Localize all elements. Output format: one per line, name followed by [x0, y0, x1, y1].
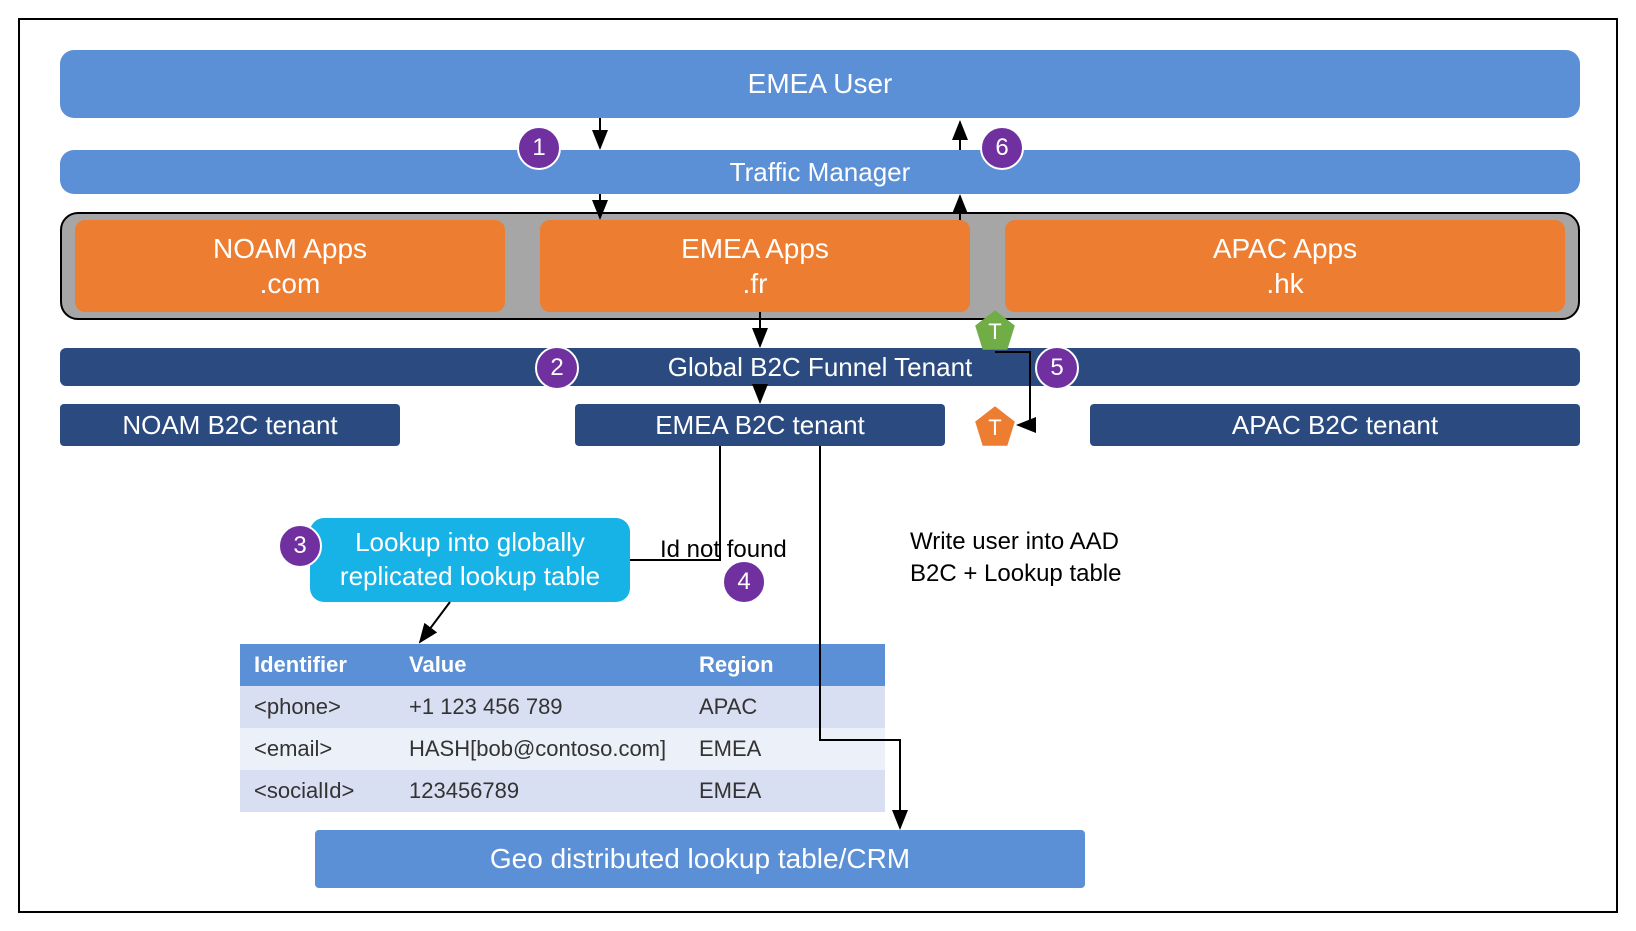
- apac-tenant-label: APAC B2C tenant: [1232, 410, 1438, 441]
- global-funnel-bar: Global B2C Funnel Tenant: [60, 348, 1580, 386]
- noam-apps-domain: .com: [260, 266, 321, 301]
- table-row: <email>HASH[bob@contoso.com]EMEA: [240, 728, 885, 770]
- arrow-lookup-to-table: [420, 602, 450, 642]
- traffic-manager-bar: Traffic Manager: [60, 150, 1580, 194]
- emea-tenant-box: EMEA B2C tenant: [575, 404, 945, 446]
- noam-tenant-label: NOAM B2C tenant: [122, 410, 337, 441]
- lookup-table: IdentifierValueRegion <phone>+1 123 456 …: [240, 644, 885, 812]
- write-user-label: Write user into AAD B2C + Lookup table: [910, 526, 1170, 591]
- lookup-box: Lookup into globally replicated lookup t…: [310, 518, 630, 602]
- table-row: <socialId>123456789EMEA: [240, 770, 885, 812]
- apac-apps-title: APAC Apps: [1213, 231, 1357, 266]
- noam-tenant-box: NOAM B2C tenant: [60, 404, 400, 446]
- table-col-2: Region: [685, 644, 885, 686]
- id-not-found-label: Id not found: [660, 534, 787, 566]
- step-2-badge: 2: [535, 346, 579, 390]
- traffic-manager-label: Traffic Manager: [730, 157, 911, 188]
- emea-tenant-label: EMEA B2C tenant: [655, 410, 865, 441]
- step-4-badge: 4: [722, 560, 766, 604]
- apac-apps-box: APAC Apps .hk: [1005, 220, 1565, 312]
- token-pentagon-orange: T: [972, 404, 1018, 448]
- table-row: <phone>+1 123 456 789APAC: [240, 686, 885, 728]
- diagram-frame: EMEA User Traffic Manager NOAM Apps .com…: [18, 18, 1618, 913]
- emea-apps-title: EMEA Apps: [681, 231, 829, 266]
- emea-user-label: EMEA User: [748, 68, 893, 100]
- token-pentagon-green: T: [972, 308, 1018, 352]
- geo-lookup-label: Geo distributed lookup table/CRM: [490, 843, 910, 875]
- apac-tenant-box: APAC B2C tenant: [1090, 404, 1580, 446]
- step-1-badge: 1: [517, 126, 561, 170]
- lookup-box-label: Lookup into globally replicated lookup t…: [328, 526, 612, 594]
- global-funnel-label: Global B2C Funnel Tenant: [668, 352, 973, 383]
- geo-lookup-bar: Geo distributed lookup table/CRM: [315, 830, 1085, 888]
- noam-apps-title: NOAM Apps: [213, 231, 367, 266]
- step-5-badge: 5: [1035, 346, 1079, 390]
- apac-apps-domain: .hk: [1266, 266, 1303, 301]
- table-col-0: Identifier: [240, 644, 395, 686]
- emea-user-bar: EMEA User: [60, 50, 1580, 118]
- table-header-row: IdentifierValueRegion: [240, 644, 885, 686]
- step-6-badge: 6: [980, 126, 1024, 170]
- emea-apps-domain: .fr: [743, 266, 768, 301]
- noam-apps-box: NOAM Apps .com: [75, 220, 505, 312]
- step-3-badge: 3: [278, 524, 322, 568]
- emea-apps-box: EMEA Apps .fr: [540, 220, 970, 312]
- table-col-1: Value: [395, 644, 685, 686]
